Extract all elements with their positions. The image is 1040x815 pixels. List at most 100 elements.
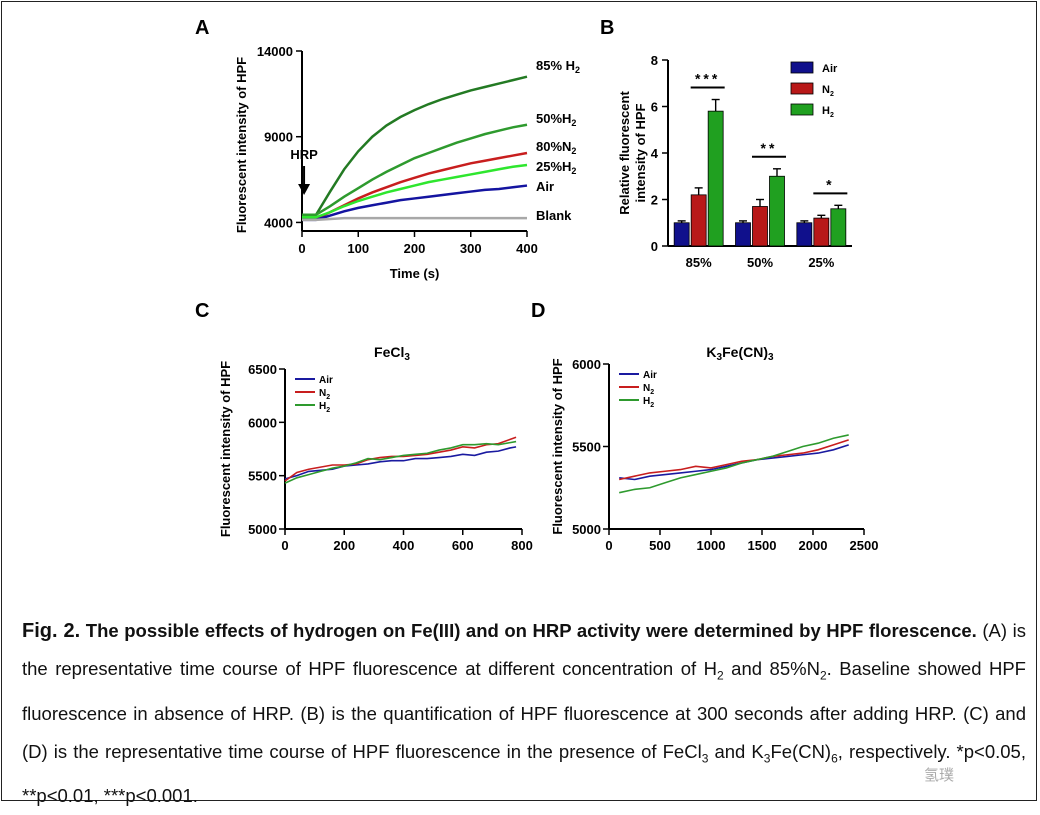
caption-fig-label: Fig. 2. — [22, 620, 81, 642]
legend-label: N2 — [643, 383, 654, 396]
y-tick-label: 5000 — [248, 522, 277, 537]
x-tick-label: 500 — [649, 538, 671, 553]
caption-part: Fe(CN) — [770, 740, 832, 762]
panel-a: A 4000 9000 14000 0 100 200 300 400 Time (s) Fluor… — [195, 17, 580, 281]
y-tick-label: 5000 — [572, 522, 601, 537]
legend-label: N2 — [822, 84, 834, 98]
y-tick-label: 2 — [651, 193, 658, 208]
y-tick-label: 6000 — [248, 415, 277, 430]
legend-label: Air — [643, 370, 657, 381]
y-tick-label: 6000 — [572, 357, 601, 372]
bar — [735, 222, 751, 247]
panel-label-a: A — [195, 17, 209, 39]
y-axis-label: Fluorescent intensity of HPF — [218, 361, 233, 537]
bar — [796, 222, 813, 247]
y-tick-label: 4 — [651, 146, 659, 161]
x-tick-label: 200 — [404, 241, 426, 256]
series-line — [302, 184, 528, 222]
panel-b: B 0 2 4 6 8 Relative fluorescent intensity of H… — [600, 17, 852, 270]
bar — [813, 217, 830, 247]
caption-part: 6 — [831, 751, 838, 766]
series-line — [284, 446, 517, 480]
figure-caption: Fig. 2. The possible effects of hydrogen… — [22, 612, 1026, 815]
y-tick-label: 8 — [651, 53, 658, 68]
legend-label: H2 — [643, 396, 654, 409]
y-tick-label: 6 — [651, 100, 658, 115]
x-tick-label: 85% — [686, 255, 712, 270]
y-tick-label: 4000 — [264, 215, 293, 230]
bar — [673, 222, 690, 247]
chart-title: FeCl3 — [374, 344, 410, 363]
x-tick-label: 25% — [808, 255, 834, 270]
series-line — [302, 123, 528, 216]
legend-label: H2 — [319, 401, 330, 414]
panel-label-c: C — [195, 300, 209, 322]
y-axis-label: intensity of HPF — [633, 103, 648, 202]
caption-part: 2 — [819, 668, 827, 683]
x-tick-label: 0 — [298, 241, 305, 256]
x-tick-label: 200 — [333, 538, 355, 553]
caption-part: and 85%N — [723, 658, 820, 679]
legend-label: N2 — [319, 388, 330, 401]
x-tick-label: 1500 — [748, 538, 777, 553]
series-label: 50%H2 — [536, 111, 576, 128]
series-line — [619, 434, 849, 494]
series-line — [284, 440, 517, 484]
panel-c: C 5000 5500 6000 6500 0 200 400 600 800 Fluorescen… — [195, 300, 533, 553]
bar — [707, 110, 724, 247]
caption-part: . Baseline showed HPF fluorescence in ab… — [22, 658, 1026, 762]
significance-label: *** — [695, 71, 720, 87]
watermark: 氢璞 — [924, 767, 955, 784]
caption-part: 3 — [701, 751, 709, 766]
series-label: 80%N2 — [536, 139, 576, 156]
legend-label: Air — [319, 375, 333, 386]
series-label: Blank — [536, 208, 572, 223]
y-tick-label: 5500 — [572, 440, 601, 455]
series-line — [302, 75, 528, 216]
x-tick-label: 600 — [452, 538, 474, 553]
legend-swatch — [790, 103, 814, 116]
panel-label-d: D — [531, 300, 545, 322]
x-tick-label: 400 — [516, 241, 538, 256]
series-line — [302, 163, 528, 219]
legend-swatch — [790, 82, 814, 95]
hrp-annotation: HRP — [290, 147, 318, 162]
caption-body: (A) is the representative time course of… — [22, 620, 1026, 806]
x-axis-label: Time (s) — [390, 266, 440, 281]
x-tick-label: 0 — [281, 538, 288, 553]
caption-part: (A) is the representative time course of… — [22, 620, 1026, 679]
panel-d: D 5000 5500 6000 0 500 1000 1500 2000 2500 Fluores… — [531, 300, 878, 553]
legend-label: H2 — [822, 105, 834, 119]
legend-swatch — [790, 61, 814, 74]
series-label: 25%H2 — [536, 159, 576, 176]
caption-part: , respectively. *p<0.05, **p<0.01, ***p<… — [22, 740, 1026, 807]
series-label: Air — [536, 179, 554, 194]
y-axis-label: Fluorescent intensity of HPF — [234, 57, 249, 233]
series-line — [284, 436, 517, 482]
series-line — [302, 216, 527, 222]
hrp-arrow-head — [298, 184, 311, 195]
series-line — [619, 439, 849, 481]
significance-label: ** — [761, 140, 778, 156]
y-axis-label: Relative fluorescent — [617, 91, 632, 215]
y-tick-label: 0 — [651, 239, 658, 254]
caption-part: 3 — [763, 751, 771, 766]
bar — [752, 206, 768, 247]
caption-part: 2 — [717, 668, 724, 683]
x-tick-label: 1000 — [697, 538, 726, 553]
x-tick-label: 2000 — [799, 538, 828, 553]
x-tick-label: 50% — [747, 255, 773, 270]
x-tick-label: 2500 — [850, 538, 879, 553]
caption-part: and K — [708, 740, 764, 762]
x-tick-label: 0 — [605, 538, 612, 553]
chart-title: K3Fe(CN)3 — [706, 344, 774, 363]
y-tick-label: 14000 — [257, 44, 293, 59]
significance-label: * — [826, 176, 834, 192]
bar — [690, 194, 707, 247]
x-tick-label: 800 — [511, 538, 533, 553]
bar — [769, 175, 785, 247]
bar — [830, 208, 847, 247]
x-tick-label: 100 — [347, 241, 369, 256]
